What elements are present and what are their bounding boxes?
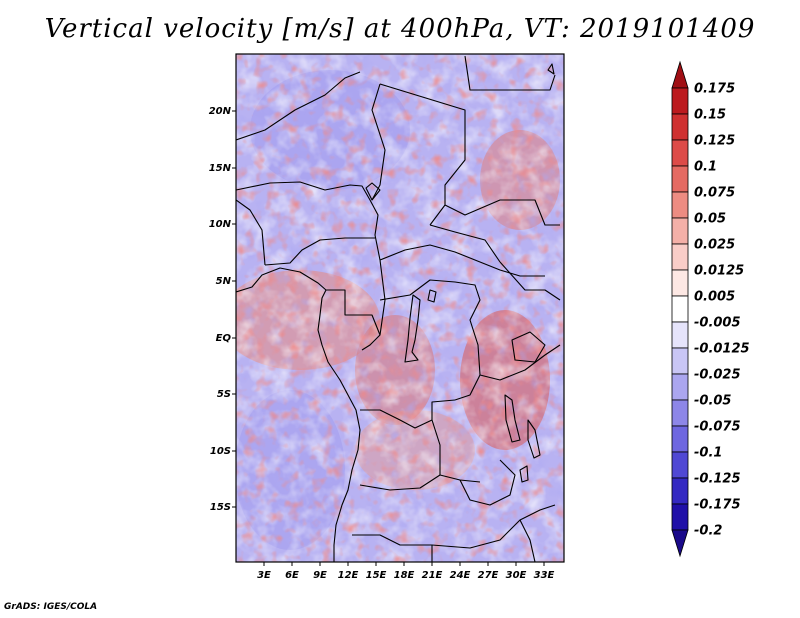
lake-shore bbox=[547, 63, 555, 75]
border bbox=[499, 261, 561, 301]
lat-tick-label: 20N bbox=[209, 106, 232, 117]
colorbar-swatch bbox=[671, 503, 689, 531]
colorbar-label: 0.175 bbox=[694, 82, 735, 97]
lake-shore bbox=[527, 419, 541, 459]
map-area bbox=[236, 54, 564, 562]
lat-axis: 20N 15N 10N 5N EQ 5S 10S 15S bbox=[209, 106, 236, 513]
colorbar-label: 0.125 bbox=[694, 134, 735, 149]
colorbar-swatch bbox=[671, 451, 689, 479]
colorbar-label: 0.1 bbox=[694, 160, 717, 175]
colorbar-label: 0.025 bbox=[694, 238, 735, 253]
colorbar-label: 0.005 bbox=[694, 290, 735, 305]
border bbox=[352, 534, 433, 562]
lat-tick-label: 15N bbox=[209, 163, 232, 174]
lon-tick-label: 30E bbox=[506, 570, 527, 581]
lake-shore bbox=[504, 394, 521, 443]
colorbar-swatch bbox=[671, 425, 689, 453]
border bbox=[264, 237, 375, 266]
lat-tick-label: 5N bbox=[216, 276, 232, 287]
colorbar-label: 0.05 bbox=[694, 212, 726, 227]
field-texture-red bbox=[236, 54, 564, 562]
colorbar-label: -0.125 bbox=[694, 472, 741, 487]
colorbar-label: 0.0125 bbox=[694, 264, 744, 279]
colorbar-label: 0.075 bbox=[694, 186, 735, 201]
colorbar-swatch bbox=[671, 347, 689, 375]
border bbox=[479, 344, 561, 381]
border bbox=[431, 504, 556, 549]
colorbar: 0.175 0.15 0.125 0.1 0.075 0.05 0.025 0.0125 0.0… bbox=[671, 60, 750, 558]
colorbar-label: -0.025 bbox=[694, 368, 741, 383]
colorbar-label: -0.175 bbox=[694, 498, 741, 513]
border bbox=[359, 474, 441, 491]
lon-tick-label: 9E bbox=[313, 570, 327, 581]
map-frame bbox=[235, 53, 565, 563]
colorbar-label: -0.05 bbox=[694, 394, 731, 409]
border bbox=[371, 83, 386, 201]
lat-tick-label: 15S bbox=[210, 502, 231, 513]
lake-shore bbox=[404, 294, 421, 363]
border bbox=[236, 199, 266, 266]
colorbar-swatch bbox=[671, 269, 689, 297]
colorbar-swatch bbox=[671, 191, 689, 219]
colorbar-swatch bbox=[671, 295, 689, 323]
colorbar-label: -0.005 bbox=[694, 316, 741, 331]
lon-tick-label: 18E bbox=[394, 570, 415, 581]
lon-tick-label: 27E bbox=[478, 570, 499, 581]
lat-tick-label: 5S bbox=[217, 389, 231, 400]
grads-credit: GrADS: IGES/COLA bbox=[4, 602, 98, 612]
border bbox=[459, 459, 516, 506]
lon-axis: 3E 6E 9E 12E 15E 18E 21E 24E 27E 30E 33E bbox=[257, 562, 555, 581]
lat-tick-label: 10S bbox=[210, 446, 231, 457]
colorbar-arrow-top bbox=[671, 60, 689, 89]
border bbox=[464, 55, 556, 91]
country-borders bbox=[236, 55, 561, 562]
border bbox=[379, 83, 466, 226]
border bbox=[444, 199, 560, 226]
chart-title: Vertical velocity [m/s] at 400hPa, VT: 2… bbox=[44, 14, 756, 44]
colorbar-swatch bbox=[671, 373, 689, 401]
lon-tick-label: 3E bbox=[257, 570, 271, 581]
lon-tick-label: 21E bbox=[422, 570, 443, 581]
lake-shore bbox=[519, 465, 529, 483]
colorbar-label: 0.15 bbox=[694, 108, 726, 123]
lon-tick-label: 24E bbox=[450, 570, 471, 581]
colorbar-swatch bbox=[671, 477, 689, 505]
lat-tick-label: EQ bbox=[216, 333, 232, 344]
colorbar-swatch bbox=[671, 87, 689, 115]
coastline bbox=[236, 267, 361, 562]
border bbox=[236, 181, 381, 261]
border bbox=[326, 289, 381, 336]
border bbox=[379, 279, 481, 401]
colorbar-swatch bbox=[671, 217, 689, 245]
colorbar-swatch bbox=[671, 139, 689, 167]
border bbox=[519, 519, 536, 562]
lake-shore bbox=[511, 331, 546, 363]
colorbar-label: -0.2 bbox=[694, 524, 722, 539]
border bbox=[360, 399, 456, 429]
colorbar-swatch bbox=[671, 243, 689, 271]
colorbar-arrow-bottom bbox=[671, 529, 689, 558]
border bbox=[236, 71, 361, 141]
border bbox=[379, 244, 545, 277]
lon-tick-label: 12E bbox=[338, 570, 359, 581]
colorbar-label: -0.0125 bbox=[694, 342, 750, 357]
lake-shore bbox=[427, 289, 437, 303]
lat-tick-label: 10N bbox=[209, 219, 232, 230]
lon-tick-label: 33E bbox=[534, 570, 555, 581]
border bbox=[429, 224, 501, 263]
lake-shore bbox=[365, 182, 381, 201]
lon-tick-label: 15E bbox=[366, 570, 387, 581]
colorbar-swatch bbox=[671, 399, 689, 427]
border bbox=[361, 259, 386, 351]
colorbar-swatch bbox=[671, 321, 689, 349]
lon-tick-label: 6E bbox=[285, 570, 299, 581]
colorbar-label: -0.075 bbox=[694, 420, 741, 435]
colorbar-swatch bbox=[671, 113, 689, 141]
colorbar-label: -0.1 bbox=[694, 446, 722, 461]
colorbar-swatch bbox=[671, 165, 689, 193]
